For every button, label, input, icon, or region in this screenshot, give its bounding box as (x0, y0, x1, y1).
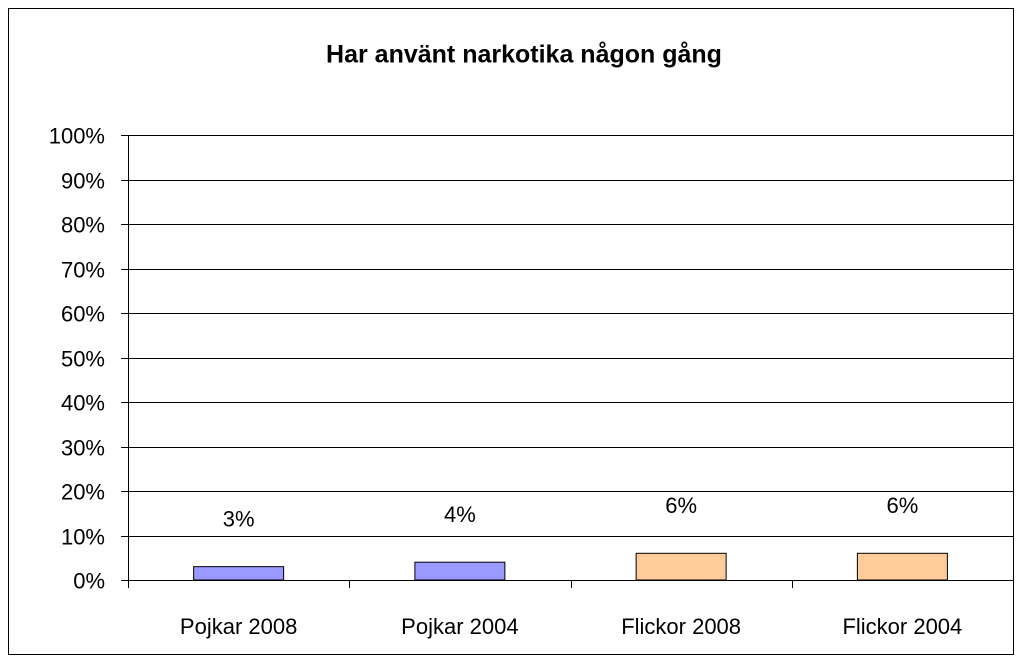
y-tick-label: 90% (61, 168, 105, 193)
value-label: 6% (886, 493, 918, 518)
y-tick-label: 30% (61, 435, 105, 460)
y-tick-label: 40% (61, 390, 105, 415)
y-tick-label: 70% (61, 257, 105, 282)
x-tick-label: Flickor 2004 (842, 614, 962, 639)
y-tick-label: 80% (61, 212, 105, 237)
x-tick-label: Pojkar 2004 (401, 614, 518, 639)
bar (414, 561, 506, 581)
x-tick-label: Pojkar 2008 (180, 614, 297, 639)
y-tick-label: 10% (61, 524, 105, 549)
y-tick-label: 60% (61, 301, 105, 326)
x-tick-label: Flickor 2008 (621, 614, 741, 639)
chart-border (8, 8, 1014, 655)
y-tick-label: 20% (61, 479, 105, 504)
bar (856, 552, 948, 581)
value-label: 3% (223, 506, 255, 531)
bar (193, 566, 285, 581)
y-tick-label: 0% (73, 568, 105, 593)
bar (635, 552, 727, 581)
value-label: 6% (665, 493, 697, 518)
chart-title: Har använt narkotika någon gång (326, 41, 722, 69)
y-tick-label: 100% (49, 123, 105, 148)
y-tick-label: 50% (61, 346, 105, 371)
value-label: 4% (444, 502, 476, 527)
